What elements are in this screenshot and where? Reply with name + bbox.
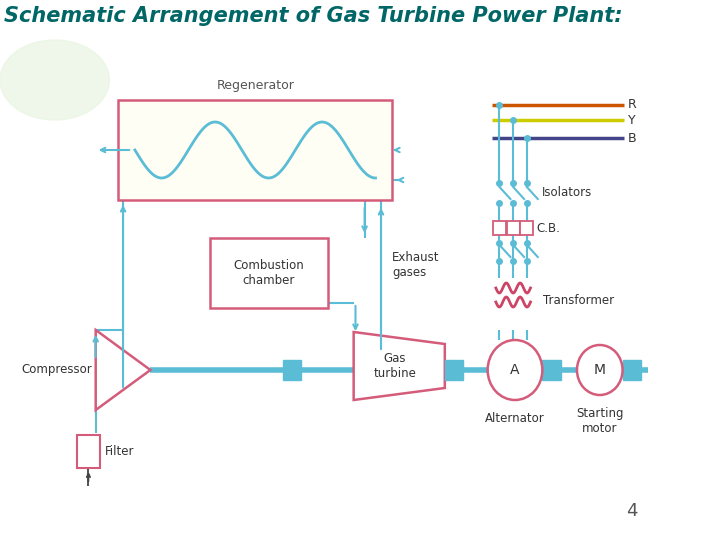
Bar bbox=[454, 360, 463, 380]
Text: Regenerator: Regenerator bbox=[216, 79, 294, 92]
Text: Combustion
chamber: Combustion chamber bbox=[233, 259, 305, 287]
Circle shape bbox=[487, 340, 542, 400]
Text: Isolators: Isolators bbox=[541, 186, 592, 199]
Text: 4: 4 bbox=[626, 502, 638, 520]
Text: Transformer: Transformer bbox=[544, 294, 614, 307]
Bar bbox=[507, 221, 520, 235]
Text: Alternator: Alternator bbox=[485, 412, 545, 425]
Text: Schematic Arrangement of Gas Turbine Power Plant:: Schematic Arrangement of Gas Turbine Pow… bbox=[4, 6, 622, 26]
Bar bbox=[623, 360, 631, 380]
Text: Gas
turbine: Gas turbine bbox=[373, 352, 416, 380]
Text: Exhaust
gases: Exhaust gases bbox=[392, 251, 439, 279]
Bar bbox=[552, 360, 561, 380]
Text: B: B bbox=[628, 132, 636, 145]
Polygon shape bbox=[96, 330, 150, 410]
Text: A: A bbox=[510, 363, 520, 377]
Bar bbox=[292, 360, 301, 380]
Text: Y: Y bbox=[628, 113, 636, 126]
Circle shape bbox=[577, 345, 623, 395]
Polygon shape bbox=[354, 332, 445, 400]
Bar bbox=[631, 360, 641, 380]
Text: M: M bbox=[594, 363, 606, 377]
Text: Starting
motor: Starting motor bbox=[576, 407, 624, 435]
Bar bbox=[210, 238, 328, 308]
Bar bbox=[542, 360, 552, 380]
Text: Compressor: Compressor bbox=[22, 363, 92, 376]
Bar bbox=[493, 221, 506, 235]
Text: C.B.: C.B. bbox=[537, 221, 561, 234]
Bar bbox=[521, 221, 534, 235]
Bar bbox=[76, 435, 100, 468]
Text: Filter: Filter bbox=[105, 445, 135, 458]
Ellipse shape bbox=[0, 40, 109, 120]
Bar bbox=[282, 360, 292, 380]
Text: R: R bbox=[628, 98, 636, 111]
Bar bbox=[445, 360, 454, 380]
Bar bbox=[119, 100, 392, 200]
